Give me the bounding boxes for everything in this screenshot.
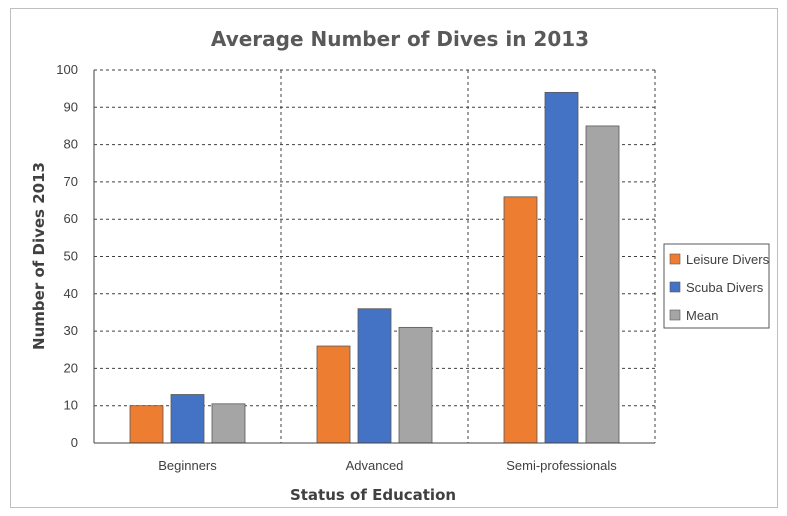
- y-tick-label: 0: [71, 435, 78, 450]
- bar-scuba-divers-advanced: [357, 308, 392, 444]
- legend-swatch-mean: [669, 309, 681, 321]
- gridlines: [94, 69, 656, 443]
- y-tick-label: 90: [64, 99, 78, 114]
- legend-swatch-scuba-divers: [669, 281, 681, 293]
- bar-leisure-divers-semi-professionals: [503, 196, 538, 444]
- x-tick-label: Advanced: [346, 458, 404, 473]
- x-axis-title: Status of Education: [290, 486, 456, 504]
- bar-mean-semi-professionals: [585, 125, 620, 444]
- axes: [93, 70, 655, 444]
- y-tick-label: 70: [64, 174, 78, 189]
- bar-scuba-divers-semi-professionals: [544, 91, 579, 444]
- bar-scuba-divers-beginners: [170, 394, 205, 444]
- y-tick-labels: 0 10 20 30 40 50 60 70 80 90 100: [56, 62, 78, 450]
- y-tick-label: 100: [56, 62, 78, 77]
- x-tick-labels: Beginners Advanced Semi-professionals: [158, 458, 617, 473]
- bar-mean-advanced: [398, 326, 433, 444]
- chart-title: Average Number of Dives in 2013: [211, 27, 589, 51]
- y-tick-label: 20: [64, 360, 78, 375]
- legend-label-scuba-divers: Scuba Divers: [686, 280, 764, 295]
- legend-label-leisure-divers: Leisure Divers: [686, 252, 770, 267]
- bar-leisure-divers-advanced: [316, 345, 351, 444]
- legend-box: [663, 243, 770, 329]
- y-tick-label: 10: [64, 398, 78, 413]
- bar-leisure-divers-beginners: [129, 405, 164, 444]
- y-tick-label: 80: [64, 137, 78, 152]
- y-tick-label: 50: [64, 249, 78, 264]
- legend: Leisure Divers Scuba Divers Mean: [663, 243, 770, 329]
- bars: [129, 91, 620, 444]
- legend-swatch-leisure-divers: [669, 253, 681, 265]
- y-tick-label: 60: [64, 211, 78, 226]
- bar-mean-beginners: [211, 403, 246, 444]
- y-tick-label: 40: [64, 286, 78, 301]
- x-tick-label: Semi-professionals: [506, 458, 617, 473]
- y-axis-title: Number of Dives 2013: [30, 162, 48, 350]
- legend-label-mean: Mean: [686, 308, 719, 323]
- x-tick-label: Beginners: [158, 458, 217, 473]
- y-tick-label: 30: [64, 323, 78, 338]
